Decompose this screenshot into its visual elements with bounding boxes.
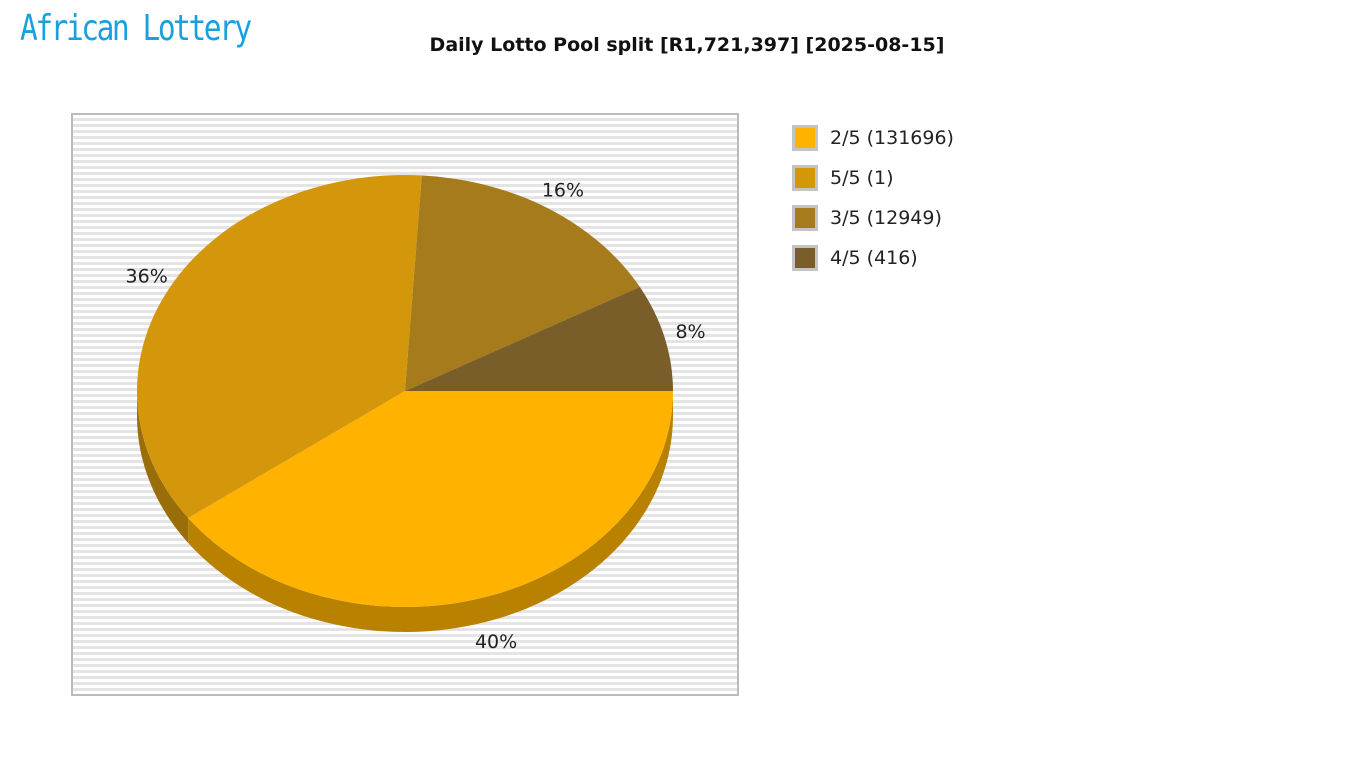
- pie-slice-side: [137, 391, 189, 543]
- pie-slice: [136, 175, 422, 518]
- legend-swatch: [792, 205, 818, 231]
- slice-percent-label: 40%: [475, 631, 517, 653]
- legend: 2/5 (131696) 5/5 (1) 3/5 (12949) 4/5 (41…: [792, 118, 954, 278]
- legend-label: 5/5 (1): [830, 167, 894, 189]
- legend-swatch: [792, 125, 818, 151]
- legend-item: 4/5 (416): [792, 238, 954, 278]
- chart-title: Daily Lotto Pool split [R1,721,397] [202…: [429, 34, 945, 56]
- pie-slice-side: [188, 391, 673, 632]
- legend-swatch: [792, 165, 818, 191]
- legend-label: 3/5 (12949): [830, 207, 942, 229]
- legend-swatch: [792, 245, 818, 271]
- pie-slice: [405, 175, 640, 391]
- legend-item: 5/5 (1): [792, 158, 954, 198]
- legend-label: 2/5 (131696): [830, 127, 954, 149]
- slice-percent-label: 8%: [675, 321, 705, 343]
- pie-slice: [405, 286, 673, 391]
- african-lottery-logo: African Lottery: [20, 8, 252, 49]
- legend-item: 3/5 (12949): [792, 198, 954, 238]
- legend-label: 4/5 (416): [830, 247, 918, 269]
- slice-percent-label: 36%: [126, 266, 168, 288]
- legend-item: 2/5 (131696): [792, 118, 954, 158]
- slice-percent-label: 16%: [542, 179, 584, 201]
- pie-slice: [188, 391, 673, 607]
